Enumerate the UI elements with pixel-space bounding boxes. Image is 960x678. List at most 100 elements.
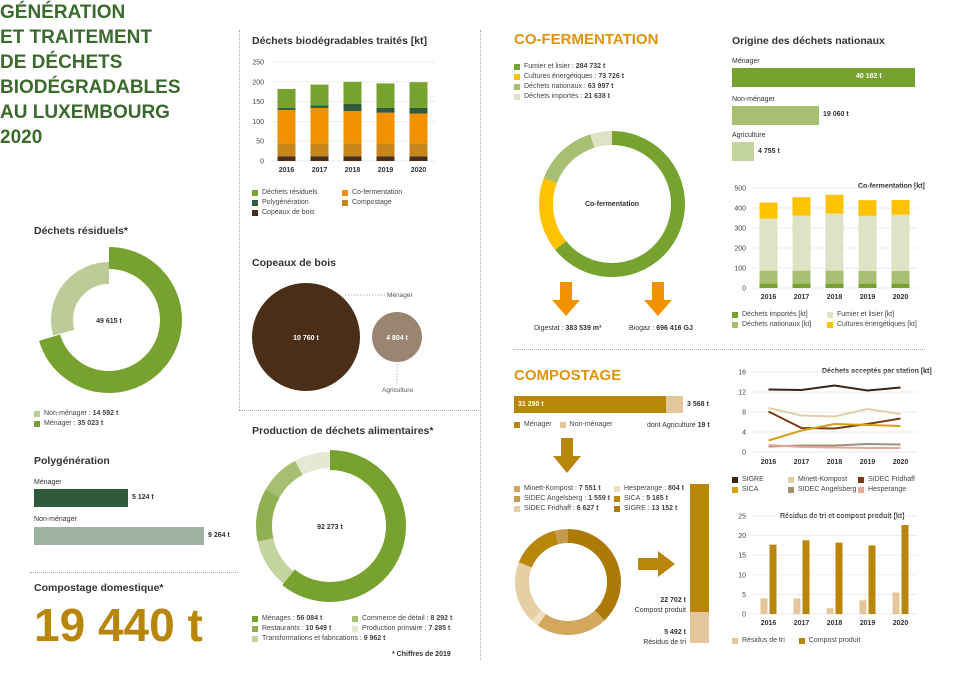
origine-label-non-menager: Non-ménager (732, 96, 775, 103)
y-tick-label: 500 (734, 186, 746, 193)
arrow-right-icon (638, 551, 675, 577)
arrow-down-icon (552, 282, 580, 316)
bar (760, 598, 768, 614)
x-tick-label: 2016 (761, 294, 777, 301)
bar-segment (858, 270, 877, 284)
y-tick-label: 0 (742, 450, 746, 457)
y-tick-label: 10 (738, 572, 746, 579)
cofermentation-donut: Co-fermentation (539, 131, 685, 277)
compostage-title: COMPOSTAGE (514, 367, 622, 384)
y-tick-label: 0 (260, 159, 264, 166)
y-tick-label: 8 (742, 410, 746, 417)
y-tick-label: 200 (252, 79, 264, 86)
bar-segment (792, 215, 811, 271)
bar-segment (310, 107, 329, 144)
residuels-center: 49 615 t (96, 318, 122, 325)
bar-segment (891, 270, 910, 284)
legend-swatch (34, 420, 40, 427)
bar-segment (277, 143, 296, 157)
y-tick-label: 20 (738, 533, 746, 540)
bar-segment (409, 113, 428, 144)
bar-segment (310, 143, 329, 157)
compostage-bar-menager (514, 396, 666, 413)
series-line (768, 384, 901, 392)
compost-produit-bar (690, 484, 709, 612)
bar-segment (409, 143, 428, 157)
origine-bar-non-menager (732, 106, 819, 125)
bar (892, 592, 900, 614)
chart3-title: Déchets acceptés par station [kt] (822, 368, 932, 375)
bar-segment (759, 202, 778, 219)
bar-segment (792, 283, 811, 288)
bar-segment (343, 111, 362, 144)
residus-tri-bar (690, 612, 709, 643)
y-tick-label: 400 (734, 206, 746, 213)
x-tick-label: 2018 (345, 167, 361, 174)
chart1-svg: 0 50 100 150 200 250 2016 2017 2018 2019 2020 (252, 60, 435, 174)
origine-bar-agriculture (732, 142, 754, 161)
x-tick-label: 2017 (794, 294, 810, 301)
compostage-domestique-value: 19 440 t (34, 599, 203, 651)
chart2-title: Co-fermentation [kt] (858, 183, 925, 190)
poly-bar-non-menager (34, 527, 204, 545)
y-tick-label: 150 (252, 99, 264, 106)
y-tick-label: 100 (734, 266, 746, 273)
bar-segment (409, 156, 428, 161)
bar-segment (825, 270, 844, 284)
compostage-donut (515, 529, 621, 635)
bar-segment (343, 81, 362, 104)
cofermentation-title: CO-FERMENTATION (514, 31, 659, 48)
x-tick-label: 2016 (761, 459, 777, 466)
bar-segment (409, 107, 428, 114)
residuels-donut: 49 615 t (36, 247, 182, 393)
arrow-down-icon (553, 438, 581, 473)
residuels-slice-menager (36, 247, 182, 393)
bar-segment (858, 200, 877, 216)
bar-segment (858, 283, 877, 288)
bar (901, 525, 909, 614)
bar-segment (891, 283, 910, 288)
x-tick-label: 2016 (761, 620, 777, 627)
alimentaires-donut: 92 273 t (254, 450, 406, 602)
chart1-title: Déchets biodégradables traités [kt] (252, 35, 428, 47)
bar-segment (376, 83, 395, 108)
compostage-station-legend: Minett-Kompost : 7 551 t Hesperange : 80… (514, 485, 689, 512)
x-tick-label: 2018 (827, 459, 843, 466)
chart4-svg: 0 5 10 15 20 25 2016 2017 2018 2019 2020 (738, 514, 917, 627)
cofermentation-arrows (552, 282, 672, 316)
residuels-slice-non-menager (51, 262, 167, 378)
bar (826, 608, 834, 614)
bar-segment (376, 112, 395, 144)
bar-segment (792, 270, 811, 284)
legend-swatch (34, 410, 40, 417)
poly-bar-menager (34, 489, 128, 507)
origine-value-menager: 40 182 t (856, 73, 882, 80)
residuels-legend: Non-ménager : 14 592 t Ménager : 35 023 … (34, 410, 118, 427)
bar (802, 540, 810, 614)
poly-value-non-menager: 9 264 t (208, 532, 230, 539)
y-tick-label: 100 (252, 119, 264, 126)
bar-segment (277, 156, 296, 161)
bar-segment (759, 218, 778, 271)
arrow-down-icon (644, 282, 672, 316)
poly-label-non-menager: Non-ménager (34, 516, 77, 523)
bar-segment (343, 156, 362, 161)
x-tick-label: 2017 (794, 459, 810, 466)
y-tick-label: 0 (742, 286, 746, 293)
bar-segment (277, 107, 296, 110)
cofermentation-legend: Fumier et lisier : 284 732 t Cultures én… (514, 63, 624, 100)
y-tick-label: 15 (738, 553, 746, 560)
y-tick-label: 250 (252, 60, 264, 67)
compostage-value-non-menager: 3 568 t (687, 401, 709, 408)
compost-produit-label: 22 702 t Compost produit (634, 597, 686, 614)
chart1-legend: Déchets résiduels Co-fermentation Polygé… (252, 189, 432, 216)
residuels-title: Déchets résiduels* (34, 225, 128, 237)
x-tick-label: 2017 (312, 167, 328, 174)
x-tick-label: 2020 (893, 620, 909, 627)
chart2-legend: Déchets importés [kt] Fumier et lisier [… (732, 311, 922, 328)
polygeneration-title: Polygénération (34, 455, 110, 467)
chart3-svg: 0 4 8 12 16 2016 2017 2018 2019 2020 (738, 370, 917, 466)
bar-segment (759, 283, 778, 288)
bubble-menager (252, 283, 360, 391)
x-tick-label: 2019 (860, 294, 876, 301)
